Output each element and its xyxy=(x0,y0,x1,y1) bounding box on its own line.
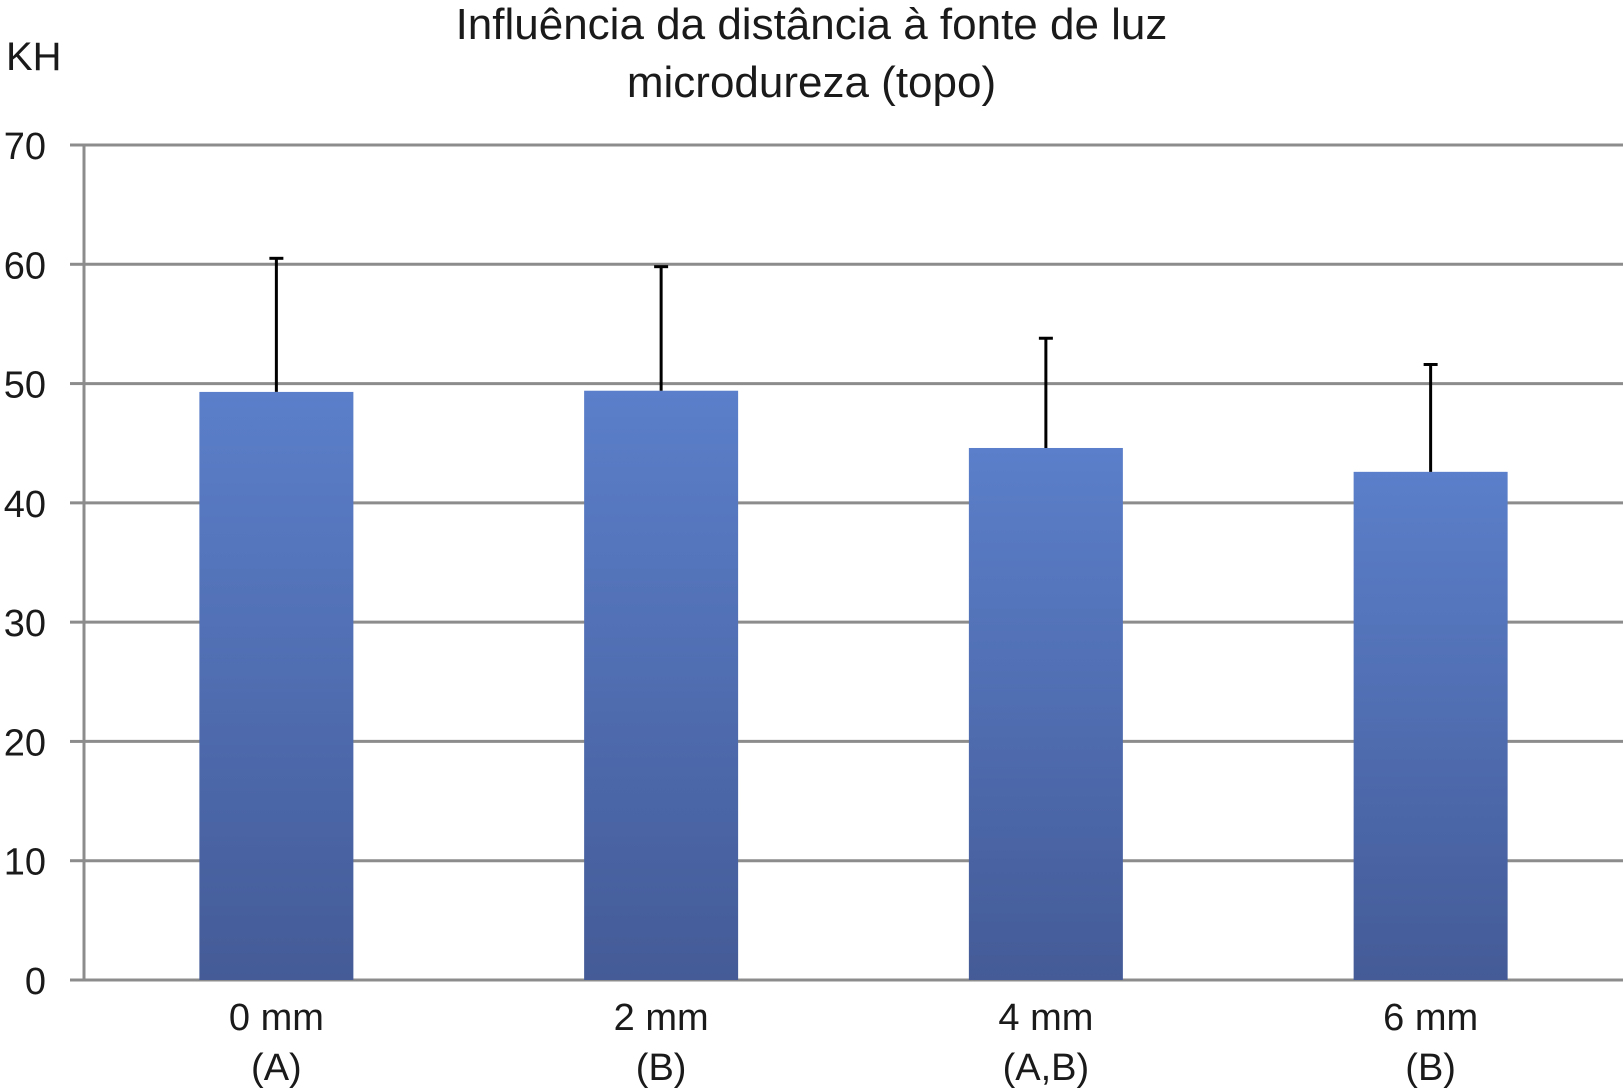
chart-subtitle: microdureza (topo) xyxy=(626,58,997,107)
y-tick-label: 20 xyxy=(4,722,46,764)
y-tick-label: 70 xyxy=(4,126,46,168)
x-group-label: (B) xyxy=(636,1047,687,1089)
y-tick-label: 60 xyxy=(4,245,46,287)
x-tick-label: 0 mm xyxy=(229,997,324,1039)
error-bars xyxy=(269,256,1438,472)
x-group-label: (A,B) xyxy=(1003,1047,1090,1089)
y-tick-label: 50 xyxy=(4,365,46,407)
bar xyxy=(584,390,739,980)
chart-title: Influência da distância à fonte de luz xyxy=(455,0,1168,49)
y-axis-label: KH xyxy=(6,35,62,79)
y-tick-label: 10 xyxy=(4,842,46,884)
bar xyxy=(1353,471,1508,980)
y-tick-label: 40 xyxy=(4,484,46,526)
y-tick-label: 0 xyxy=(25,961,46,1003)
bars xyxy=(199,390,1508,981)
x-tick-label: 6 mm xyxy=(1383,997,1478,1039)
x-tick-label: 4 mm xyxy=(998,997,1093,1039)
bar xyxy=(199,391,354,981)
x-group-label: (A) xyxy=(251,1047,302,1089)
x-group-label: (B) xyxy=(1405,1047,1456,1089)
y-tick-labels: 0 10 20 30 40 50 60 70 xyxy=(4,126,46,1003)
x-tick-labels: 0 mm (A) 2 mm (B) 4 mm (A,B) 6 mm (B) xyxy=(229,997,1478,1089)
x-tick-label: 2 mm xyxy=(614,997,709,1039)
bar xyxy=(968,447,1123,980)
y-tick-label: 30 xyxy=(4,603,46,645)
